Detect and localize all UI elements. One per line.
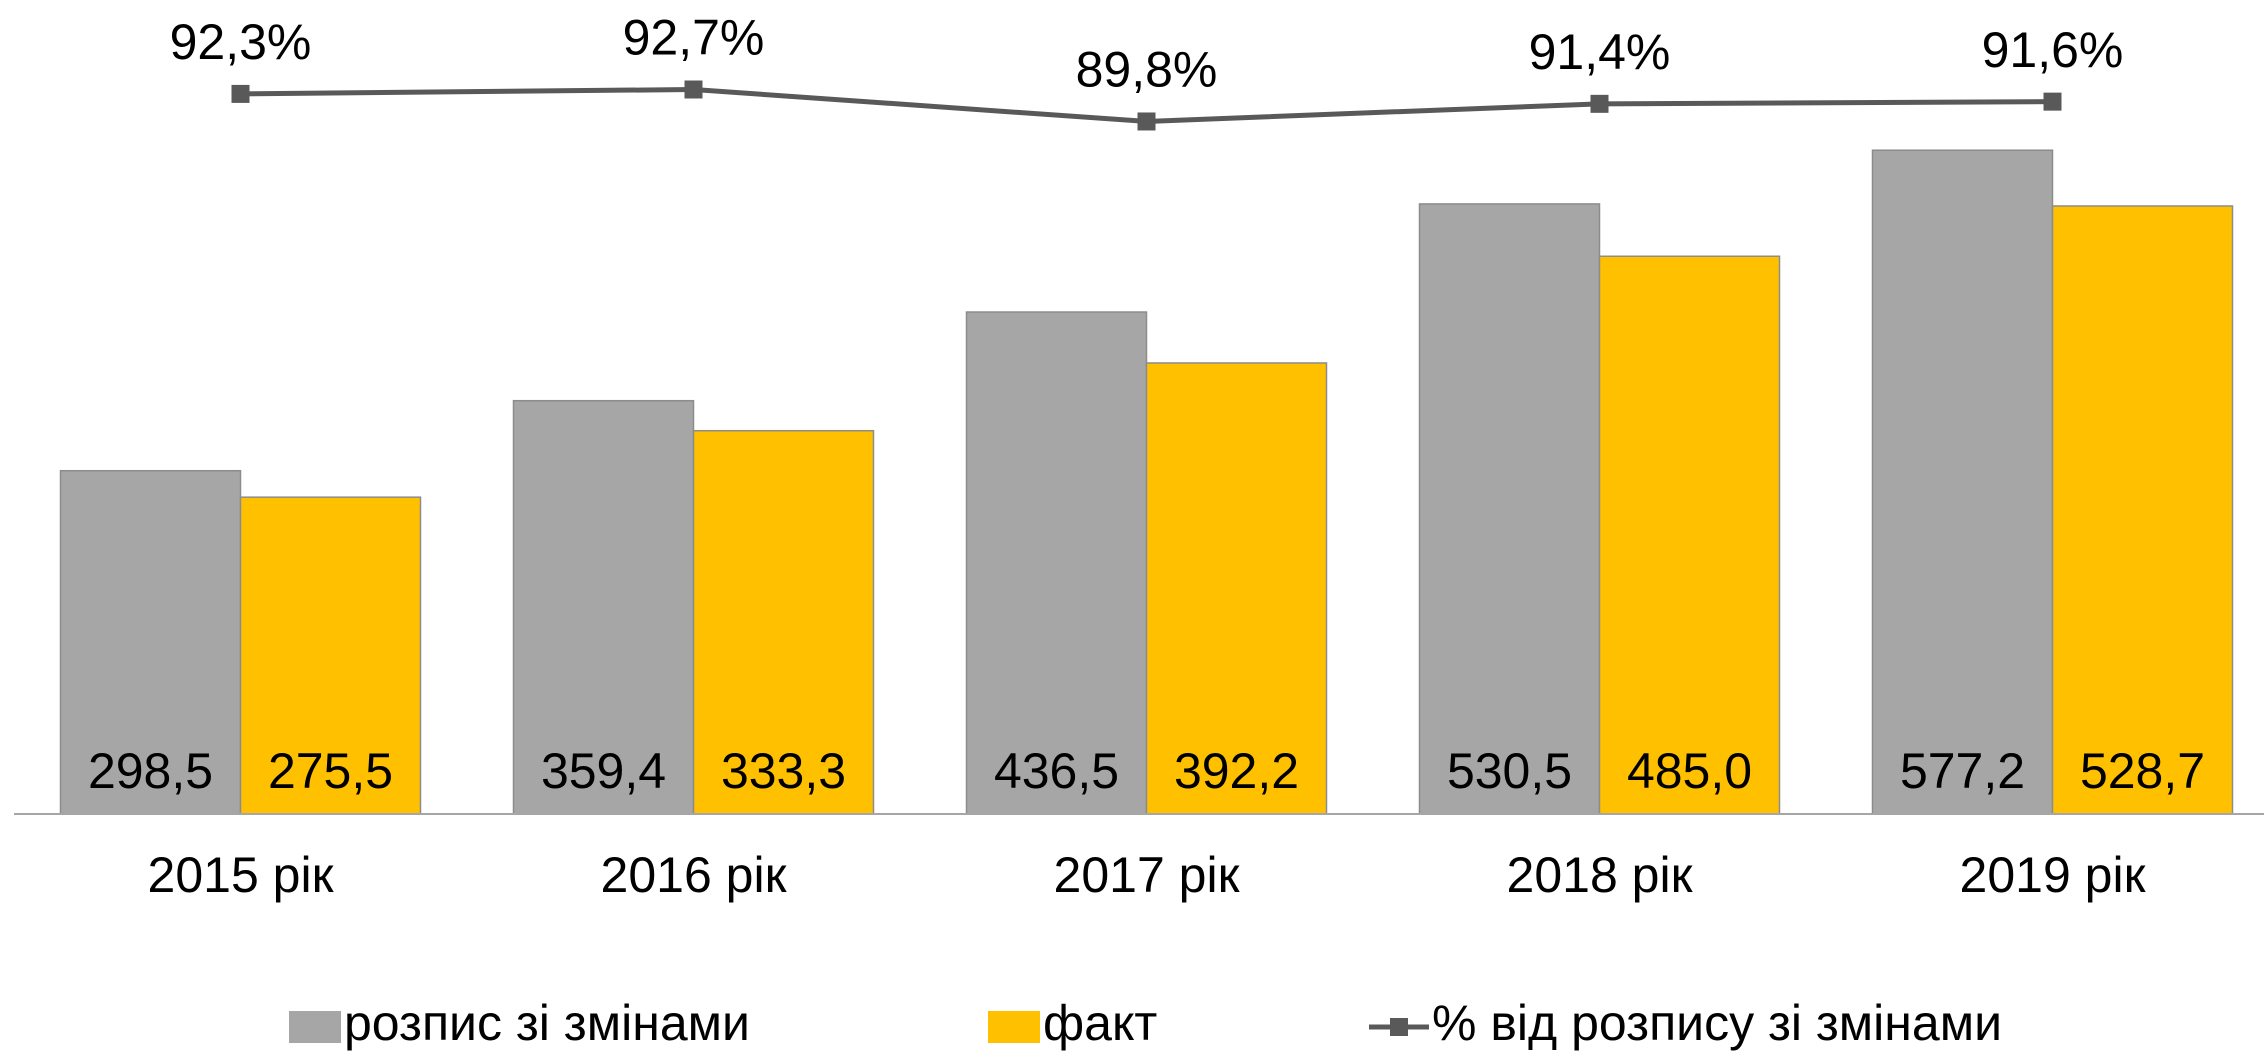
line-marker xyxy=(231,84,250,103)
bar xyxy=(59,469,242,815)
legend-swatch xyxy=(289,1011,341,1043)
line-marker xyxy=(2043,92,2062,111)
legend-label: розпис зі змінами xyxy=(344,995,750,1051)
x-tick-label: 2015 рік xyxy=(148,847,335,903)
data-label: 89,8% xyxy=(1076,42,1218,98)
bar xyxy=(239,496,422,815)
data-label: 92,7% xyxy=(623,10,765,66)
line-marker xyxy=(684,80,703,99)
x-tick-label: 2018 рік xyxy=(1507,847,1694,903)
legend-swatch xyxy=(988,1011,1040,1043)
data-label: 436,5 xyxy=(994,743,1119,799)
data-label: 530,5 xyxy=(1447,743,1572,799)
bar xyxy=(1598,255,1781,815)
data-label: 333,3 xyxy=(721,743,846,799)
x-tick-label: 2017 рік xyxy=(1054,847,1241,903)
legend-marker xyxy=(1390,1018,1408,1036)
bar xyxy=(1871,149,2054,815)
data-label: 485,0 xyxy=(1627,743,1752,799)
line-marker xyxy=(1137,112,1156,131)
legend-label: факт xyxy=(1043,995,1157,1051)
data-label: 91,4% xyxy=(1529,24,1671,80)
data-label: 528,7 xyxy=(2080,743,2205,799)
data-label: 392,2 xyxy=(1174,743,1299,799)
legend-label: % від розпису зі змінами xyxy=(1432,995,2002,1051)
data-label: 91,6% xyxy=(1982,22,2124,78)
data-label: 359,4 xyxy=(541,743,666,799)
bar xyxy=(965,311,1148,815)
x-tick-label: 2016 рік xyxy=(601,847,788,903)
data-label: 92,3% xyxy=(170,14,312,70)
data-label: 298,5 xyxy=(88,743,213,799)
x-tick-label: 2019 рік xyxy=(1960,847,2147,903)
line-marker xyxy=(1590,94,1609,113)
bar xyxy=(2051,205,2234,815)
bar xyxy=(692,429,875,815)
bar xyxy=(1418,203,1601,815)
data-label: 577,2 xyxy=(1900,743,2025,799)
data-label: 275,5 xyxy=(268,743,393,799)
bar xyxy=(512,399,695,815)
